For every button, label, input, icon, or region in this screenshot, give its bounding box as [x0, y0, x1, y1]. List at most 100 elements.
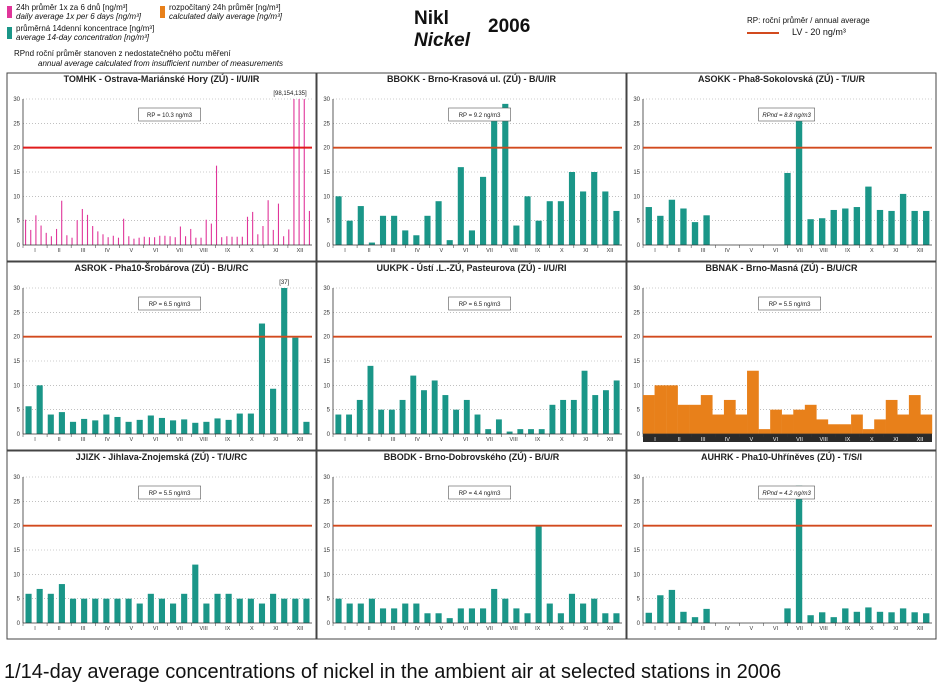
y-tick-label: 20 [13, 335, 20, 341]
rp-label-box [758, 296, 821, 311]
data-bar [200, 237, 202, 245]
data-bar [107, 237, 109, 245]
data-bar [413, 235, 420, 245]
data-bar [55, 228, 58, 245]
data-bar [613, 380, 620, 434]
figure-caption: 1/14-day average concentrations of nicke… [4, 661, 782, 683]
month-label: V [440, 437, 444, 443]
y-tick-label: 10 [13, 194, 20, 200]
data-bar [210, 223, 212, 245]
data-bar [668, 199, 676, 245]
month-label: X [560, 437, 564, 443]
data-bar [876, 209, 884, 245]
data-bar [356, 399, 363, 434]
data-bar [181, 419, 188, 434]
data-bar [453, 409, 460, 434]
data-bar [335, 598, 342, 623]
data-bar [281, 598, 288, 623]
data-bar [421, 390, 427, 434]
data-bar [270, 593, 277, 623]
month-label: X [250, 248, 254, 254]
rp-label: RP = 4.4 ng/m3 [459, 491, 501, 497]
month-label: IV [105, 626, 111, 632]
data-bar [591, 172, 598, 245]
panel-frame [6, 450, 317, 640]
month-label: XI [893, 437, 899, 443]
month-label: V [130, 248, 134, 254]
month-label: X [560, 626, 564, 632]
month-label: V [750, 626, 754, 632]
y-tick-label: 20 [633, 335, 640, 341]
title-english: Nickel [414, 30, 470, 51]
data-bar [513, 608, 520, 623]
month-label: II [368, 437, 372, 443]
data-bar [226, 236, 228, 245]
legend-rpnd-cz: RPnd roční průměr stanoven z nedostatečn… [14, 49, 231, 58]
data-bar [431, 380, 438, 434]
rp-label-box [138, 485, 201, 500]
data-bar [47, 414, 54, 434]
data-bar [154, 237, 156, 245]
panel-frame [626, 72, 937, 262]
data-bar [657, 595, 664, 623]
data-bar [513, 225, 520, 245]
month-label: II [678, 626, 682, 632]
data-bar [839, 424, 852, 434]
data-bar [666, 385, 678, 434]
data-bar [147, 593, 154, 623]
data-bar [45, 232, 47, 245]
month-label: IX [845, 248, 851, 254]
month-label: IV [415, 437, 421, 443]
data-bar [174, 237, 176, 245]
data-bar [25, 219, 27, 245]
data-bar [677, 404, 690, 434]
data-bar [613, 613, 620, 623]
legend-14day-en: average 14-day concentration [ng/m³] [16, 33, 149, 43]
data-bar [272, 229, 274, 245]
month-label: X [560, 248, 564, 254]
data-bar [795, 116, 803, 246]
data-bar [592, 395, 599, 434]
data-bar [885, 399, 898, 434]
data-bar [378, 409, 385, 434]
data-bar [591, 598, 598, 623]
data-bar [25, 593, 32, 623]
rp-label: RP = 6.5 ng/m3 [459, 302, 501, 308]
data-bar [92, 420, 99, 434]
y-tick-label: 30 [323, 286, 330, 292]
data-bar [557, 613, 564, 623]
data-bar [58, 412, 65, 434]
data-bar [81, 418, 88, 434]
data-bar [491, 588, 498, 623]
y-tick-label: 30 [633, 286, 640, 292]
y-tick-label: 25 [323, 121, 330, 127]
limit-value-legend-line [747, 32, 779, 34]
data-bar [123, 218, 125, 245]
data-bar [645, 612, 652, 623]
data-bar [491, 118, 498, 245]
rp-label: RPnd = 4.2 ng/m3 [762, 491, 811, 497]
month-label: V [750, 437, 754, 443]
month-label: V [440, 626, 444, 632]
data-bar [58, 584, 65, 623]
chart-panel: AUHRK - Pha10-Uhříněves (ZÚ) - T/S/I 0 5 10… [626, 450, 937, 640]
data-bar [435, 613, 442, 623]
data-bar [468, 608, 475, 623]
y-tick-label: 20 [13, 146, 20, 152]
rp-label: RP = 5.5 ng/m3 [769, 302, 811, 308]
panel-title: JJIZK - Jihlava-Znojemská (ZÚ) - T/U/RC [76, 451, 248, 462]
data-bar [262, 226, 264, 245]
data-bar [125, 598, 132, 623]
data-bar [795, 485, 803, 623]
over-scale-annotation: [98,154,135] [273, 91, 307, 97]
data-bar [480, 608, 487, 623]
data-bar [923, 613, 930, 623]
data-bar [346, 603, 353, 623]
data-bar [61, 200, 63, 245]
data-bar [81, 598, 88, 623]
month-label: VII [796, 248, 803, 254]
data-bar [388, 409, 395, 434]
data-bar [391, 608, 398, 623]
data-bar [170, 603, 177, 623]
